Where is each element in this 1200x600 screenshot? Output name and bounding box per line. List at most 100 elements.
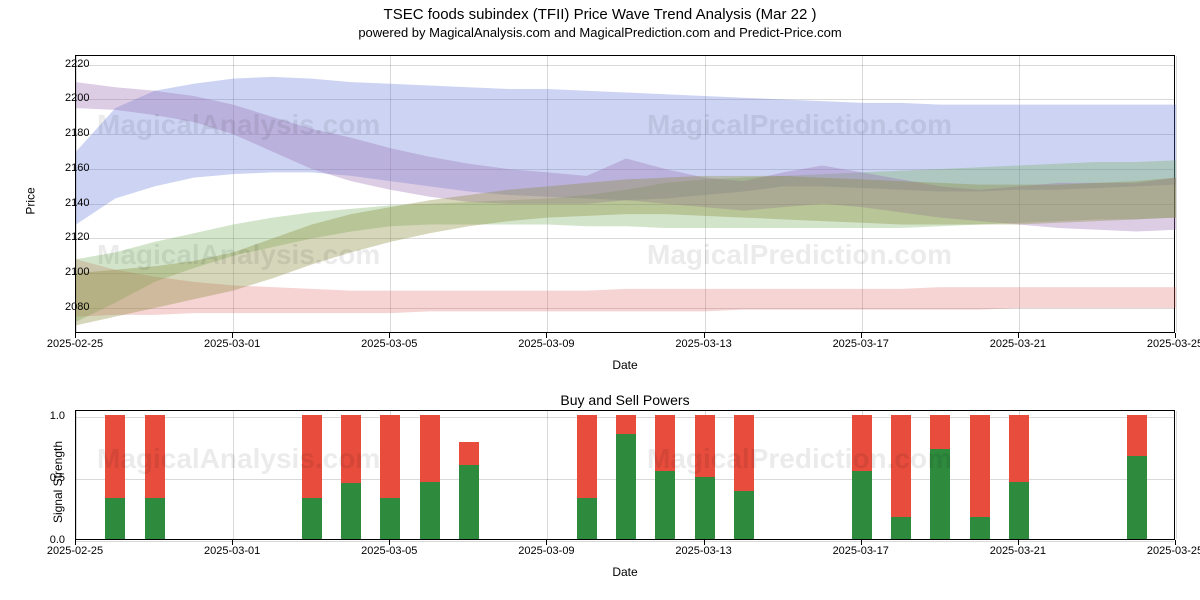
x-tick (232, 540, 233, 545)
grid-line (76, 541, 1174, 542)
signal-bar (891, 415, 911, 539)
x-tick-label: 2025-03-01 (204, 545, 260, 557)
sell-bar (852, 415, 872, 471)
y-tick-label: 0.5 (50, 472, 65, 484)
grid-line (547, 411, 548, 539)
x-tick-label: 2025-03-05 (361, 545, 417, 557)
x-tick (704, 333, 705, 338)
y-tick-label: 1.0 (50, 410, 65, 422)
signal-bar (852, 415, 872, 539)
wave-band (76, 56, 1176, 334)
signal-bar (459, 442, 479, 539)
buy-bar (1127, 456, 1147, 539)
x-tick-label: 2025-03-17 (833, 338, 889, 350)
grid-line (1176, 56, 1177, 332)
x-tick-label: 2025-03-17 (833, 545, 889, 557)
buy-bar (105, 498, 125, 539)
sell-bar (891, 415, 911, 517)
price-chart (75, 55, 1175, 333)
sell-bar (577, 415, 597, 498)
x-tick (704, 540, 705, 545)
x-tick (1018, 540, 1019, 545)
signal-bar (145, 415, 165, 539)
signal-bar (1009, 415, 1029, 539)
buy-bar (970, 517, 990, 539)
buy-bar (695, 477, 715, 539)
x-tick-label: 2025-03-25 (1147, 338, 1200, 350)
sell-bar (341, 415, 361, 483)
x-tick (861, 540, 862, 545)
sell-bar (105, 415, 125, 498)
x-tick-label: 2025-03-25 (1147, 545, 1200, 557)
sell-bar (380, 415, 400, 498)
x-tick (75, 540, 76, 545)
x-tick (546, 333, 547, 338)
buy-bar (891, 517, 911, 539)
price-chart-y-title: Price (24, 187, 38, 214)
buy-bar (930, 449, 950, 539)
sell-bar (655, 415, 675, 471)
x-tick (389, 540, 390, 545)
sell-bar (1009, 415, 1029, 482)
x-tick-label: 2025-03-09 (518, 545, 574, 557)
buy-bar (734, 491, 754, 539)
signal-bar (577, 415, 597, 539)
signal-chart-title: Buy and Sell Powers (560, 392, 689, 408)
x-tick-label: 2025-02-25 (47, 338, 103, 350)
signal-bar (420, 415, 440, 539)
signal-bar (930, 415, 950, 539)
x-tick (546, 540, 547, 545)
buy-bar (459, 465, 479, 539)
x-tick (389, 333, 390, 338)
sell-bar (970, 415, 990, 517)
signal-bar (341, 415, 361, 539)
buy-bar (655, 471, 675, 539)
buy-bar (420, 482, 440, 539)
signal-chart-x-title: Date (612, 565, 637, 579)
x-tick-label: 2025-03-13 (675, 545, 731, 557)
signal-bar (1127, 415, 1147, 539)
signal-bar (655, 415, 675, 539)
x-tick-label: 2025-03-09 (518, 338, 574, 350)
buy-bar (577, 498, 597, 539)
buy-bar (341, 483, 361, 539)
sell-bar (695, 415, 715, 477)
price-chart-x-title: Date (612, 358, 637, 372)
buy-bar (380, 498, 400, 539)
signal-bar (105, 415, 125, 539)
buy-bar (1009, 482, 1029, 539)
signal-chart (75, 410, 1175, 540)
signal-bar (380, 415, 400, 539)
grid-line (233, 411, 234, 539)
signal-bar (302, 415, 322, 539)
title-sub: powered by MagicalAnalysis.com and Magic… (0, 25, 1200, 40)
title-main: TSEC foods subindex (TFII) Price Wave Tr… (0, 6, 1200, 23)
x-tick-label: 2025-03-05 (361, 338, 417, 350)
buy-bar (302, 498, 322, 539)
signal-bar (616, 415, 636, 539)
buy-bar (145, 498, 165, 539)
sell-bar (734, 415, 754, 491)
signal-bar (695, 415, 715, 539)
x-tick-label: 2025-02-25 (47, 545, 103, 557)
x-tick-label: 2025-03-01 (204, 338, 260, 350)
sell-bar (145, 415, 165, 498)
buy-bar (852, 471, 872, 539)
x-tick-label: 2025-03-21 (990, 545, 1046, 557)
sell-bar (459, 442, 479, 464)
x-tick-label: 2025-03-13 (675, 338, 731, 350)
x-tick (232, 333, 233, 338)
chart-titles: TSEC foods subindex (TFII) Price Wave Tr… (0, 0, 1200, 40)
grid-line (1176, 411, 1177, 539)
x-tick (861, 333, 862, 338)
x-tick (1175, 540, 1176, 545)
sell-bar (302, 415, 322, 498)
signal-bar (970, 415, 990, 539)
sell-bar (616, 415, 636, 434)
signal-bar (734, 415, 754, 539)
x-tick-label: 2025-03-21 (990, 338, 1046, 350)
grid-line (76, 411, 77, 539)
x-tick (1018, 333, 1019, 338)
sell-bar (420, 415, 440, 482)
sell-bar (1127, 415, 1147, 456)
